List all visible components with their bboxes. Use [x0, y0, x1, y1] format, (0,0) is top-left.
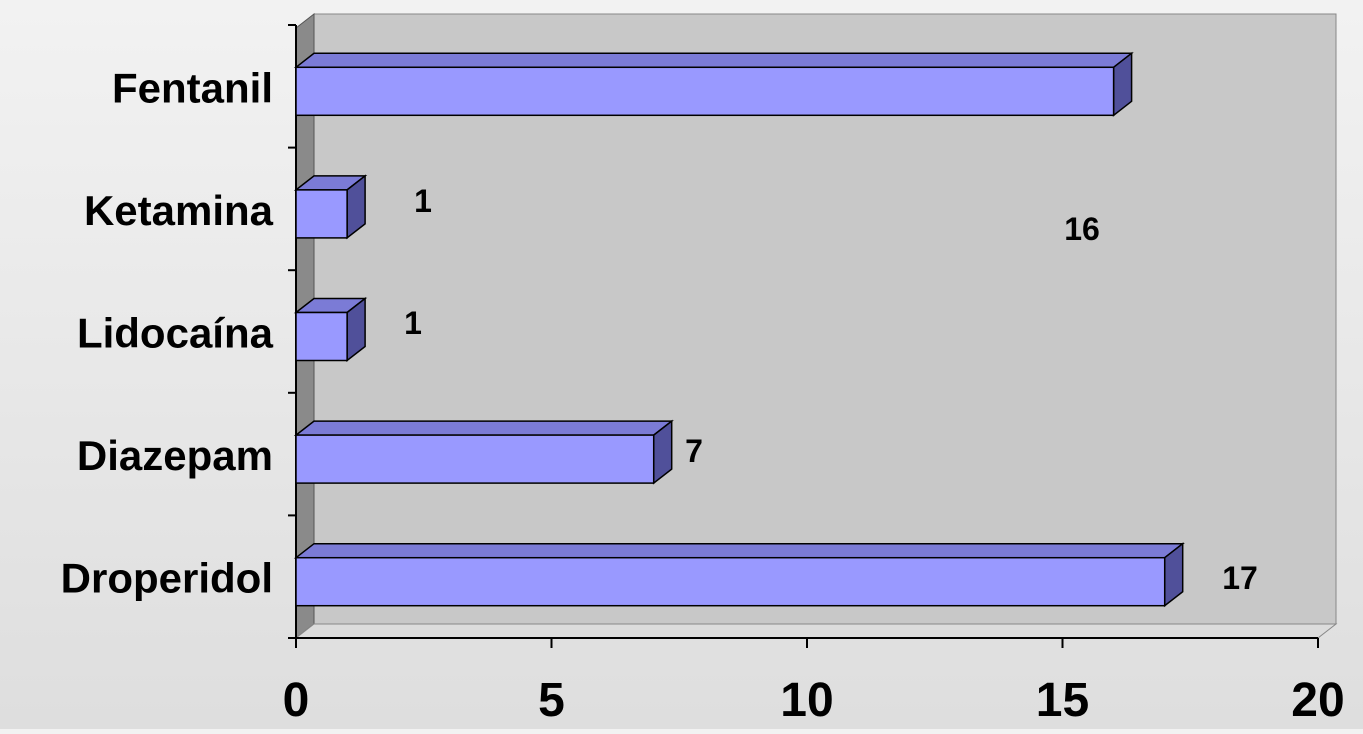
- bar: [295, 189, 348, 239]
- category-label: Lidocaína: [77, 310, 274, 357]
- bar: [295, 66, 1115, 117]
- data-label: 1: [414, 183, 432, 219]
- bar-top-face: [293, 542, 1185, 559]
- bar-top-face: [293, 52, 1134, 69]
- data-label: 1: [404, 305, 422, 341]
- x-tick-label: 20: [1291, 674, 1344, 727]
- data-label: 7: [685, 433, 703, 469]
- data-label: 17: [1222, 560, 1258, 596]
- x-tick-label: 5: [538, 674, 565, 727]
- category-label: Diazepam: [77, 432, 273, 479]
- category-label: Fentanil: [112, 64, 273, 111]
- data-label: 16: [1064, 211, 1100, 247]
- bar: [295, 556, 1166, 607]
- bar: [295, 434, 655, 484]
- category-label: Ketamina: [84, 187, 274, 234]
- bar-top-face: [293, 420, 674, 436]
- x-tick-label: 10: [780, 674, 833, 727]
- chart-floor: [294, 623, 1338, 639]
- x-tick-label: 0: [283, 674, 310, 727]
- category-label: Droperidol: [61, 555, 273, 602]
- x-tick-label: 15: [1036, 674, 1089, 727]
- bar: [295, 311, 348, 362]
